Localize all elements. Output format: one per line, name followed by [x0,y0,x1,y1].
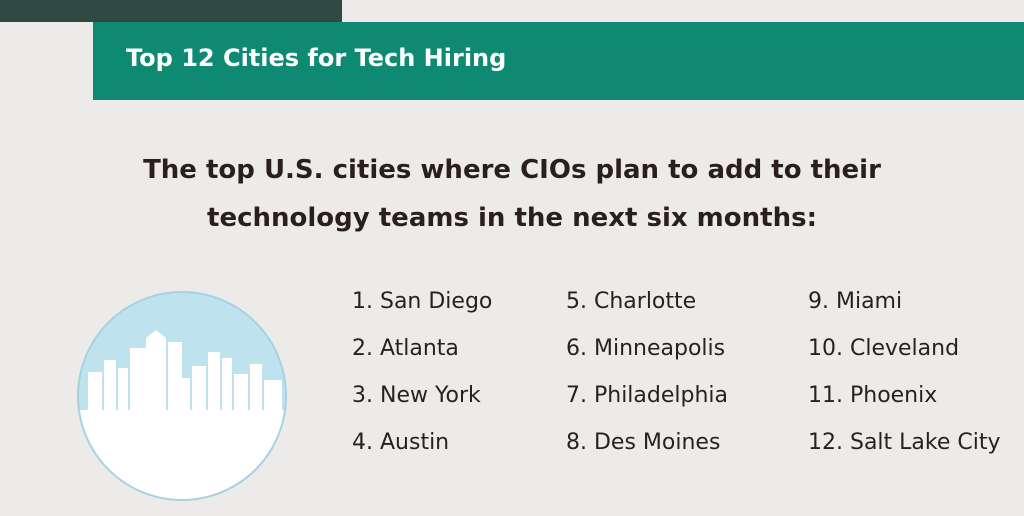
list-item: 3. New York [352,383,481,408]
list-item: 11. Phoenix [808,383,938,408]
list-item: 10. Cleveland [808,336,960,361]
list-item: 4. Austin [352,430,450,455]
list-item: 6. Minneapolis [566,336,726,361]
list-item: 8. Des Moines [566,430,721,455]
header-dark-tab [0,0,342,22]
subtitle-line-2: technology teams in the next six months: [207,203,817,233]
city-skyline-icon [76,290,288,502]
cities-column-1: 1. San Diego 2. Atlanta 3. New York 4. A… [352,282,492,470]
cities-column-3: 9. Miami 10. Cleveland 11. Phoenix 12. S… [808,282,1001,470]
list-item: 1. San Diego [352,289,493,314]
subtitle-line-1: The top U.S. cities where CIOs plan to a… [143,155,881,185]
list-item: 12. Salt Lake City [808,430,1001,455]
page-title: Top 12 Cities for Tech Hiring [126,44,507,72]
cities-column-2: 5. Charlotte 6. Minneapolis 7. Philadelp… [566,282,728,470]
list-item: 5. Charlotte [566,289,697,314]
list-item: 7. Philadelphia [566,383,729,408]
list-item: 9. Miami [808,289,903,314]
list-item: 2. Atlanta [352,336,459,361]
subtitle: The top U.S. cities where CIOs plan to a… [0,146,1024,242]
header-banner: Top 12 Cities for Tech Hiring [93,22,1024,100]
